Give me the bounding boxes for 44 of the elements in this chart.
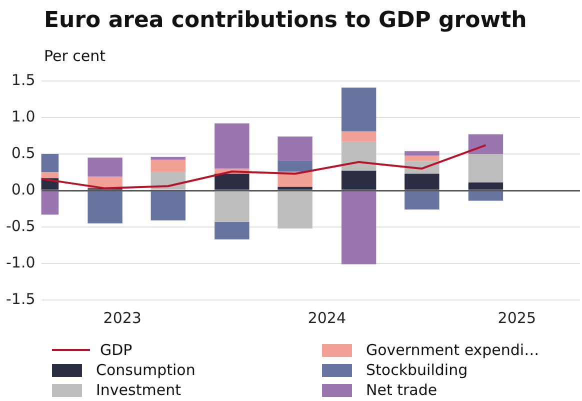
bar (278, 136, 312, 161)
y-tick-label: -0.5 (6, 216, 36, 235)
legend-label: Consumption (96, 361, 196, 379)
bar (88, 191, 122, 224)
legend-label: Net trade (366, 381, 438, 399)
bar (341, 142, 376, 171)
x-tick-label: 2025 (498, 308, 536, 327)
bar (404, 155, 440, 162)
y-tick-label: -1.5 (6, 290, 36, 308)
legend-label: Investment (96, 381, 181, 399)
bar (278, 160, 312, 172)
y-tick-label: -1.0 (6, 253, 36, 272)
bar (278, 186, 312, 190)
bar (341, 131, 376, 142)
legend-label: GDP (100, 341, 132, 359)
bar (341, 88, 376, 132)
bar (468, 191, 504, 201)
bar (341, 170, 376, 190)
bar (468, 154, 504, 182)
bar (341, 191, 376, 264)
bar (88, 158, 122, 177)
bar (404, 151, 440, 156)
legend-label: Stockbuilding (366, 361, 468, 379)
bar (214, 123, 250, 169)
y-axis-title: Per cent (44, 47, 106, 65)
bar (150, 191, 186, 220)
bar (214, 191, 250, 222)
x-tick-label: 2024 (308, 308, 346, 327)
bar (150, 156, 186, 160)
bar (468, 134, 504, 154)
bar (214, 174, 250, 190)
bar (150, 160, 186, 172)
y-tick-label: 1.0 (11, 107, 36, 126)
bar (404, 191, 440, 210)
bar (278, 191, 312, 228)
bar (468, 182, 504, 190)
legend-label: Government expendi… (366, 341, 540, 359)
y-tick-label: 1.5 (11, 70, 36, 89)
bar (214, 222, 250, 240)
y-tick-label: 0.5 (11, 144, 36, 162)
chart-title: Euro area contributions to GDP growth (44, 8, 527, 33)
x-tick-label: 2023 (103, 308, 142, 327)
y-tick-label: 0.0 (11, 180, 36, 198)
bar (404, 174, 440, 190)
